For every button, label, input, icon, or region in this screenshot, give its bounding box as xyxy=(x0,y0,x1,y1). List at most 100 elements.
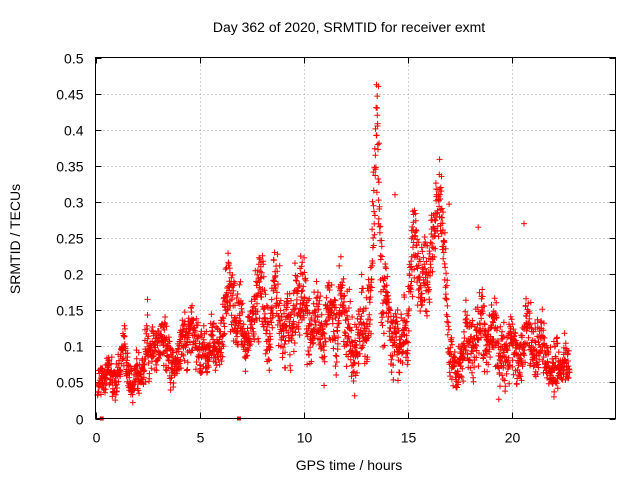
data-point xyxy=(380,330,387,337)
data-point xyxy=(447,373,454,380)
data-point xyxy=(427,264,434,271)
data-point xyxy=(340,303,347,310)
data-point xyxy=(473,354,480,361)
data-point xyxy=(437,196,444,202)
data-point xyxy=(245,347,252,354)
data-point xyxy=(525,334,532,341)
data-point xyxy=(276,262,283,269)
data-point xyxy=(533,353,540,359)
data-point xyxy=(203,328,210,335)
data-point xyxy=(320,329,327,336)
data-point xyxy=(267,336,274,343)
data-point xyxy=(283,323,290,330)
data-point xyxy=(473,342,480,349)
data-point xyxy=(323,305,330,312)
data-point xyxy=(276,300,283,307)
data-point xyxy=(415,250,422,257)
data-point xyxy=(254,300,260,307)
data-point xyxy=(364,335,370,342)
data-point xyxy=(321,330,328,337)
data-point xyxy=(547,344,554,351)
data-point xyxy=(424,279,431,286)
data-point xyxy=(161,326,168,333)
data-point xyxy=(509,357,516,364)
data-point xyxy=(484,368,491,375)
data-point xyxy=(437,184,444,191)
data-point xyxy=(403,332,410,339)
data-point xyxy=(486,346,493,353)
data-point xyxy=(170,380,177,386)
data-point xyxy=(370,187,377,194)
data-point xyxy=(145,360,152,366)
data-point xyxy=(532,339,539,346)
data-point xyxy=(280,333,287,340)
data-point xyxy=(250,331,257,337)
data-point xyxy=(388,369,395,376)
data-point xyxy=(523,295,530,302)
data-point xyxy=(342,330,349,337)
data-point xyxy=(236,281,243,288)
data-point xyxy=(467,364,474,371)
data-point xyxy=(372,164,379,171)
data-point xyxy=(435,233,442,240)
data-point xyxy=(381,274,388,281)
data-point xyxy=(377,256,384,263)
data-point xyxy=(300,314,307,321)
data-point xyxy=(518,377,525,384)
data-point xyxy=(281,341,288,347)
data-point xyxy=(511,332,518,339)
data-point xyxy=(281,310,287,317)
data-point xyxy=(317,293,324,300)
data-point xyxy=(408,278,415,285)
data-point xyxy=(170,349,176,356)
data-point xyxy=(208,311,215,318)
data-point xyxy=(278,313,285,320)
data-point xyxy=(216,361,223,368)
data-point xyxy=(470,378,477,385)
data-point xyxy=(460,378,467,385)
data-point xyxy=(486,348,492,355)
y-tick-labels: 0 0.05 0.1 0.15 0.2 0.25 0.3 0.35 0.4 0.45 0.5 xyxy=(56,51,83,428)
data-point xyxy=(366,311,373,318)
data-point xyxy=(269,324,276,331)
data-point xyxy=(506,380,513,387)
data-point xyxy=(469,369,475,376)
data-point xyxy=(415,239,422,246)
data-point xyxy=(256,278,263,285)
data-point xyxy=(245,330,252,337)
data-point xyxy=(189,302,196,309)
data-point xyxy=(505,354,512,361)
data-point xyxy=(403,338,410,345)
data-point xyxy=(294,273,301,280)
data-point xyxy=(449,341,456,348)
data-point xyxy=(111,377,118,384)
data-point xyxy=(177,356,184,363)
data-point xyxy=(565,374,572,381)
data-point xyxy=(275,281,281,288)
data-point xyxy=(517,373,524,380)
data-point xyxy=(370,235,377,241)
data-point xyxy=(262,350,269,357)
data-point xyxy=(541,320,547,327)
data-point xyxy=(493,314,500,321)
data-point xyxy=(459,365,466,372)
data-point xyxy=(161,319,168,326)
data-point xyxy=(344,316,351,323)
data-point xyxy=(177,338,184,345)
data-point xyxy=(500,333,507,340)
data-point xyxy=(351,359,358,366)
data-point xyxy=(272,284,279,291)
y-tick-label: 0.3 xyxy=(64,195,84,211)
data-point xyxy=(420,254,427,261)
data-point xyxy=(355,360,362,367)
data-point xyxy=(539,306,546,313)
data-point xyxy=(376,140,383,147)
data-point xyxy=(107,376,114,383)
data-point xyxy=(297,313,304,320)
data-point xyxy=(346,286,353,293)
data-point xyxy=(340,293,347,300)
data-point xyxy=(256,254,263,261)
data-point xyxy=(286,351,293,358)
data-point xyxy=(102,386,109,393)
data-point xyxy=(162,314,169,320)
